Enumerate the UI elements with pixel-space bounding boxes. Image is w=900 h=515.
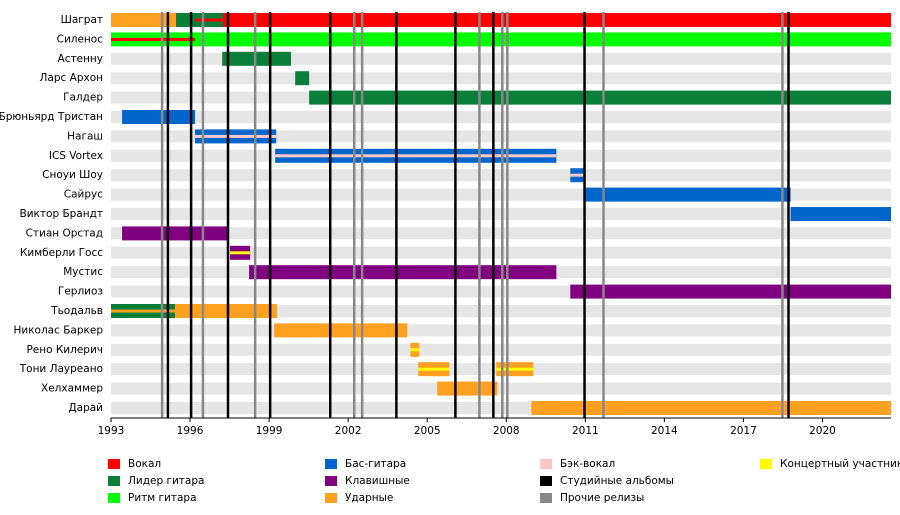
tenure-bar bbox=[230, 251, 251, 255]
tenure-bar bbox=[583, 187, 791, 202]
member-name: Стиан Орстад bbox=[26, 227, 103, 239]
x-tick-label: 2020 bbox=[809, 425, 836, 437]
member-name: Нагаш bbox=[67, 130, 103, 142]
legend-label: Ударные bbox=[345, 492, 393, 504]
legend-swatch bbox=[108, 459, 120, 469]
x-tick-label: 1996 bbox=[177, 425, 204, 437]
row-band bbox=[111, 382, 891, 395]
row-band bbox=[111, 208, 891, 220]
member-name: Хелхаммер bbox=[41, 383, 103, 395]
legend-swatch bbox=[540, 493, 552, 503]
tenure-bar bbox=[496, 367, 534, 371]
tenure-bar bbox=[249, 265, 557, 280]
tenure-bar bbox=[111, 37, 196, 41]
x-tick-label: 2011 bbox=[572, 425, 599, 437]
row-band bbox=[111, 130, 891, 143]
member-name: Мустис bbox=[63, 266, 103, 278]
legend-swatch bbox=[108, 476, 120, 486]
x-tick-label: 2014 bbox=[651, 425, 678, 437]
row-band bbox=[111, 246, 891, 259]
tenure-bar bbox=[175, 304, 278, 318]
legend-label: Прочие релизы bbox=[560, 492, 644, 504]
member-name: Рено Килерич bbox=[26, 344, 103, 356]
legend-label: Бэк-вокал bbox=[560, 458, 615, 470]
tenure-bar bbox=[410, 348, 420, 352]
x-tick-label: 2017 bbox=[730, 425, 757, 437]
tenure-bar bbox=[418, 367, 450, 371]
tenure-bar bbox=[122, 226, 228, 241]
row-band bbox=[111, 169, 891, 182]
legend-swatch bbox=[325, 493, 337, 503]
member-name: ICS Vortex bbox=[49, 150, 103, 162]
legend-swatch bbox=[325, 459, 337, 469]
tenure-bar bbox=[570, 173, 584, 177]
legend-label: Концертный участник bbox=[780, 458, 900, 470]
legend-label: Клавишные bbox=[345, 475, 410, 487]
legend-label: Ритм гитара bbox=[128, 492, 197, 504]
row-band bbox=[111, 227, 891, 240]
tenure-bar bbox=[222, 51, 291, 66]
member-name: Астенну bbox=[58, 53, 103, 65]
member-name: Сноуи Шоу bbox=[42, 169, 103, 181]
member-name: Кимберли Госс bbox=[20, 247, 103, 259]
member-name: Брюньярд Тристан bbox=[0, 111, 103, 123]
tenure-bar bbox=[111, 309, 176, 313]
tenure-bar bbox=[195, 134, 277, 138]
tenure-bar bbox=[195, 18, 223, 22]
row-band bbox=[111, 305, 891, 317]
x-tick-label: 1999 bbox=[256, 425, 283, 437]
x-tick-label: 2002 bbox=[335, 425, 362, 437]
x-tick-label: 2005 bbox=[414, 425, 441, 437]
legend-swatch bbox=[540, 459, 552, 469]
row-band bbox=[111, 52, 891, 65]
x-tick-label: 2008 bbox=[493, 425, 520, 437]
member-name: Сайрус bbox=[64, 189, 103, 201]
member-name: Ларс Архон bbox=[40, 72, 103, 84]
member-name: Тони Лауреано bbox=[19, 363, 103, 375]
member-name: Герлиоз bbox=[58, 286, 103, 298]
x-tick-label: 1993 bbox=[98, 425, 125, 437]
row-band bbox=[111, 343, 891, 356]
tenure-bar bbox=[122, 110, 196, 124]
legend-label: Лидер гитара bbox=[128, 475, 204, 487]
legend-swatch bbox=[108, 493, 120, 503]
legend-label: Студийные альбомы bbox=[560, 475, 674, 487]
tenure-bar bbox=[111, 13, 177, 27]
legend-label: Вокал bbox=[128, 458, 161, 470]
legend-swatch bbox=[540, 476, 552, 486]
member-name: Тьодальв bbox=[50, 305, 103, 317]
tenure-bar bbox=[274, 323, 408, 338]
row-band bbox=[111, 111, 891, 123]
tenure-bar bbox=[790, 207, 891, 221]
member-name: Дарай bbox=[68, 402, 103, 414]
tenure-bar bbox=[275, 154, 557, 158]
tenure-bar bbox=[111, 13, 891, 27]
tenure-bar bbox=[295, 71, 310, 86]
tenure-bar bbox=[531, 401, 891, 415]
member-name: Силенос bbox=[57, 33, 104, 45]
member-name: Николас Баркер bbox=[13, 324, 103, 336]
tenure-bar bbox=[111, 32, 891, 47]
legend-swatch bbox=[760, 459, 772, 469]
member-name: Виктор Брандт bbox=[20, 208, 103, 220]
tenure-bar bbox=[437, 381, 498, 396]
member-name: Шаграт bbox=[61, 14, 103, 26]
legend-label: Бас-гитара bbox=[345, 458, 406, 470]
member-name: Галдер bbox=[63, 92, 103, 104]
legend-swatch bbox=[325, 476, 337, 486]
tenure-bar bbox=[570, 284, 891, 299]
